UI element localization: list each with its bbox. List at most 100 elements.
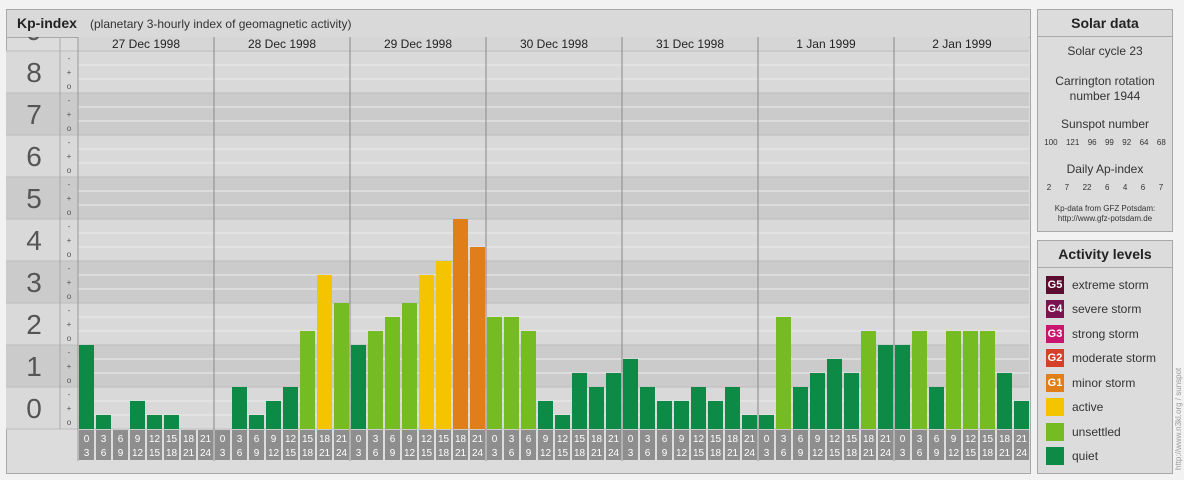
y-tick-label: 9: [26, 37, 42, 46]
kp-band: [6, 261, 1029, 303]
kp-bar: [521, 331, 536, 429]
interval-end-label: 18: [302, 448, 314, 459]
interval-box: [487, 430, 502, 460]
kp-bar: [946, 331, 961, 429]
kp-bar: [759, 415, 774, 429]
level-label: quiet: [1072, 449, 1099, 463]
interval-end-label: 12: [404, 448, 416, 459]
interval-box: [419, 430, 434, 460]
sunspot-value: 99: [1104, 138, 1114, 147]
kp-bar: [776, 316, 791, 429]
y-minor-tick-label: -: [68, 264, 71, 273]
interval-box: [963, 430, 978, 460]
interval-box: [742, 430, 757, 460]
interval-end-label: 3: [220, 448, 226, 459]
activity-levels-heading: Activity levels: [1038, 241, 1172, 268]
y-minor-tick-label: o: [67, 166, 72, 175]
interval-end-label: 12: [676, 448, 688, 459]
interval-box: [470, 430, 485, 460]
interval-box: [436, 430, 451, 460]
kp-bar: [793, 387, 808, 429]
interval-start-label: 6: [798, 434, 804, 445]
interval-box: [708, 430, 723, 460]
interval-box: [538, 430, 553, 460]
kp-title-bar: Kp-index (planetary 3-hourly index of ge…: [7, 10, 1030, 38]
interval-end-label: 9: [390, 448, 396, 459]
ap-value: 6: [1140, 183, 1146, 192]
activity-levels-panel: Activity levels G5 extreme storm G4 seve…: [1037, 240, 1173, 474]
kp-bar: [538, 400, 553, 429]
interval-end-label: 18: [166, 448, 178, 459]
interval-start-label: 21: [1016, 434, 1028, 445]
interval-end-label: 3: [628, 448, 634, 459]
level-g1: G1 minor storm: [1046, 373, 1135, 392]
interval-end-label: 15: [149, 448, 161, 459]
kp-bar: [96, 415, 111, 429]
level-active: active: [1046, 398, 1103, 417]
level-unsettled: unsettled: [1046, 422, 1121, 441]
interval-start-label: 0: [900, 434, 906, 445]
level-swatch: G1: [1046, 373, 1064, 392]
interval-box: [657, 430, 672, 460]
y-minor-tick-label: o: [67, 418, 72, 427]
source-link[interactable]: http://www.gfz-potsdam.de: [1057, 214, 1153, 223]
y-minor-tick-label: o: [67, 250, 72, 259]
interval-start-label: 3: [509, 434, 515, 445]
interval-box: [79, 430, 94, 460]
ap-value: 7: [1064, 183, 1070, 192]
y-minor-tick-label: +: [67, 362, 72, 371]
interval-box: [504, 430, 519, 460]
sunspot-value: 100: [1044, 138, 1058, 147]
interval-box: [198, 430, 213, 460]
interval-start-label: 12: [421, 434, 433, 445]
interval-end-label: 6: [917, 448, 923, 459]
kp-bar: [164, 415, 179, 429]
interval-start-label: 12: [557, 434, 569, 445]
interval-end-label: 6: [101, 448, 107, 459]
y-minor-tick-label: +: [67, 236, 72, 245]
interval-end-label: 3: [84, 448, 90, 459]
chart-title: Kp-index: [17, 15, 77, 31]
level-label: minor storm: [1072, 375, 1136, 390]
interval-end-label: 12: [268, 448, 280, 459]
interval-box: [147, 430, 162, 460]
interval-box: [300, 430, 315, 460]
kp-bar: [810, 373, 825, 429]
interval-end-label: 9: [662, 448, 668, 459]
interval-box: [589, 430, 604, 460]
interval-box: [215, 430, 230, 460]
watermark: http://www.n3kl.org / sunspot: [1174, 367, 1183, 470]
interval-box: [674, 430, 689, 460]
kp-bar: [980, 331, 995, 429]
y-minor-tick-label: -: [68, 306, 71, 315]
interval-box: [164, 430, 179, 460]
interval-box: [895, 430, 910, 460]
y-minor-tick-label: -: [68, 138, 71, 147]
y-minor-tick-label: o: [67, 376, 72, 385]
y-minor-tick-label: +: [67, 278, 72, 287]
y-minor-tick-label: o: [67, 334, 72, 343]
level-swatch: [1046, 447, 1064, 465]
solar-data-heading: Solar data: [1038, 10, 1172, 37]
kp-bar: [589, 387, 604, 429]
interval-end-label: 15: [829, 448, 841, 459]
interval-end-label: 9: [118, 448, 124, 459]
interval-end-label: 15: [693, 448, 705, 459]
interval-start-label: 21: [608, 434, 620, 445]
sunspot-label: Sunspot number: [1060, 117, 1150, 131]
kp-bar: [317, 274, 332, 429]
y-tick-label: 3: [26, 267, 42, 298]
interval-end-label: 6: [373, 448, 379, 459]
interval-end-label: 6: [509, 448, 515, 459]
kp-bar: [351, 345, 366, 429]
kp-bar: [725, 387, 740, 429]
kp-bar: [572, 373, 587, 429]
interval-box: [521, 430, 536, 460]
interval-end-label: 21: [727, 448, 739, 459]
interval-box: [997, 430, 1012, 460]
interval-start-label: 0: [84, 434, 90, 445]
y-minor-tick-label: -: [68, 348, 71, 357]
interval-box: [725, 430, 740, 460]
interval-start-label: 15: [710, 434, 722, 445]
interval-end-label: 9: [526, 448, 532, 459]
